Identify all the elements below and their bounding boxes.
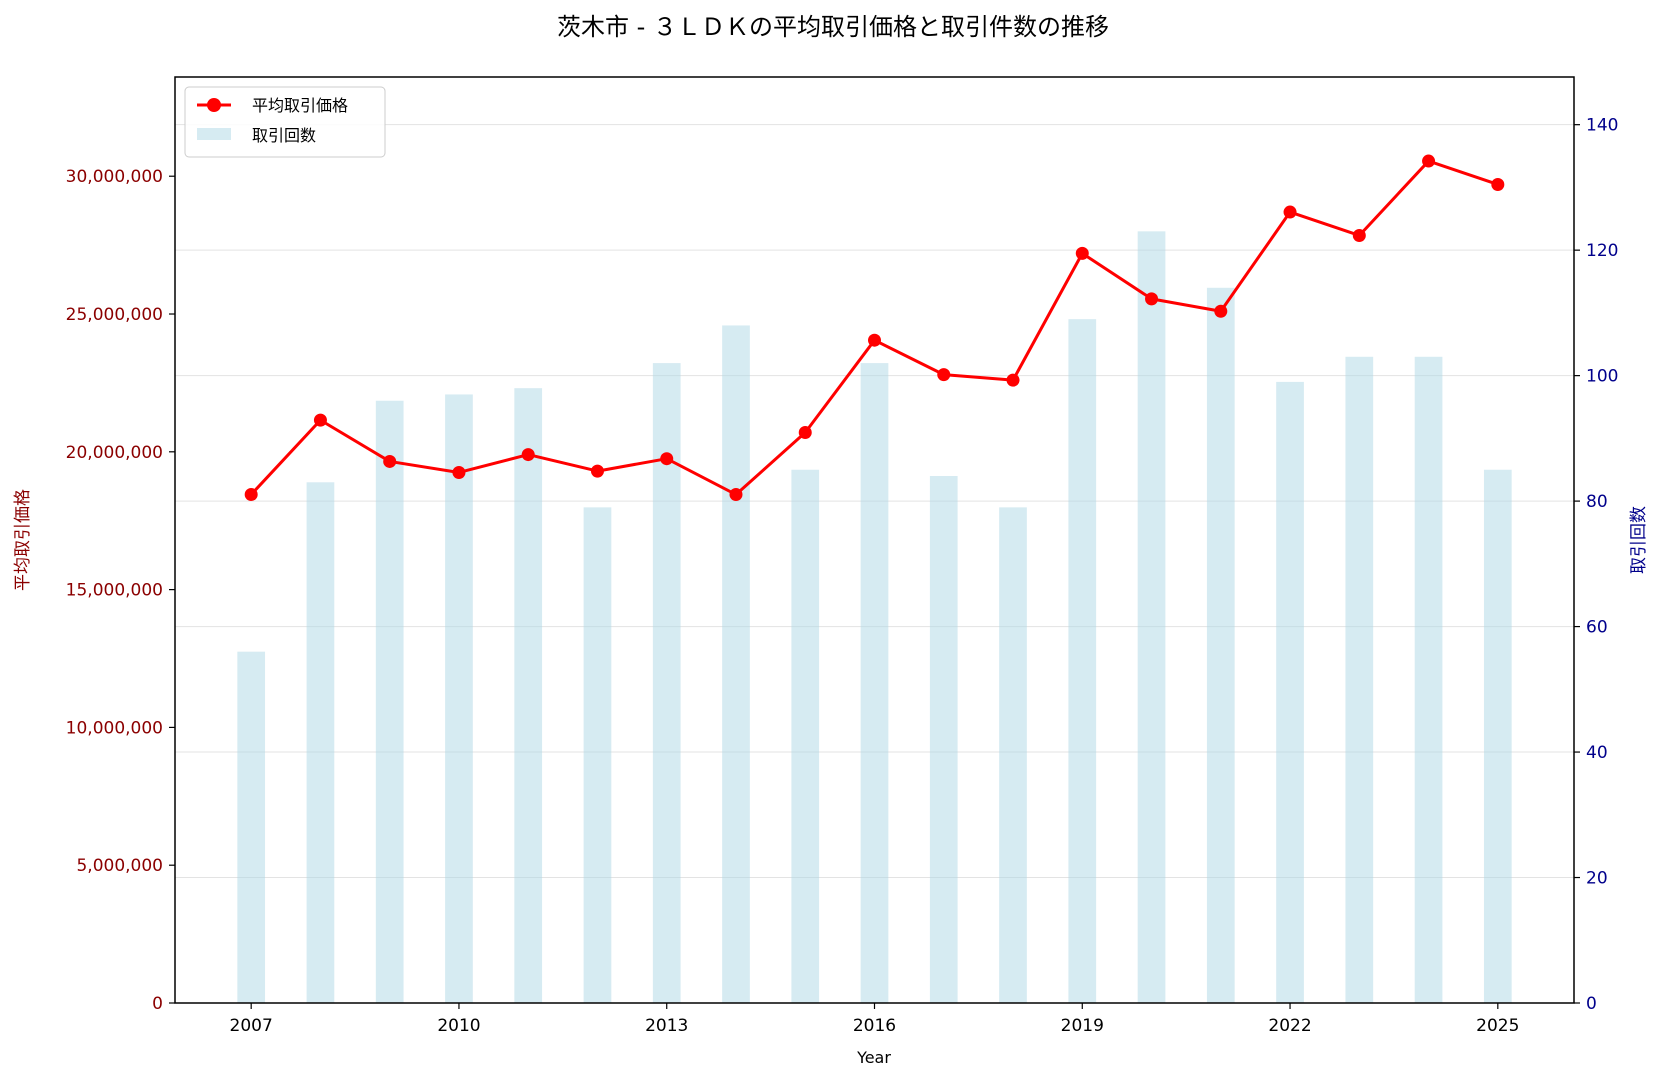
bar-2023 — [1345, 356, 1374, 1003]
price-point-2022 — [1283, 205, 1297, 219]
price-point-2007 — [244, 488, 258, 502]
price-point-2008 — [313, 413, 327, 427]
price-point-2009 — [383, 454, 397, 468]
left-y-tick-label: 15,000,000 — [66, 581, 163, 601]
bar-2022 — [1276, 381, 1304, 1003]
right-y-tick-label: 120 — [1586, 241, 1618, 261]
legend-bar-swatch — [197, 128, 231, 140]
price-point-2025 — [1491, 177, 1505, 191]
price-point-2012 — [590, 464, 604, 478]
right-y-tick-label: 140 — [1586, 116, 1618, 136]
bar-2015 — [791, 469, 820, 1004]
price-point-2017 — [937, 368, 951, 382]
right-y-tick-label: 0 — [1586, 994, 1597, 1014]
price-point-2023 — [1352, 228, 1366, 242]
chart-title: 茨木市 - ３ＬＤＫの平均取引価格と取引件数の推移 — [557, 13, 1109, 41]
price-point-2021 — [1214, 304, 1228, 318]
legend-box — [184, 86, 386, 158]
line-series-average-price — [244, 154, 1505, 502]
legend-label-transaction-count: 取引回数 — [252, 126, 316, 145]
price-point-2013 — [660, 452, 674, 466]
right-y-axis-label: 取引回数 — [1629, 506, 1649, 574]
bar-2017 — [929, 476, 958, 1003]
x-tick-label: 2019 — [1061, 1016, 1104, 1036]
price-point-2015 — [798, 426, 812, 440]
left-y-axis: 0 5,000,000 10,000,000 15,000,000 20,000,000… — [66, 167, 175, 1014]
x-tick-label: 2016 — [853, 1016, 896, 1036]
bar-2008 — [306, 482, 335, 1003]
bar-2024 — [1414, 356, 1443, 1003]
legend-label-average-price: 平均取引価格 — [252, 96, 348, 115]
right-y-tick-label: 80 — [1586, 492, 1608, 512]
left-y-tick-label: 25,000,000 — [66, 305, 163, 325]
right-y-tick-label: 40 — [1586, 743, 1608, 763]
left-y-tick-label: 0 — [152, 994, 163, 1014]
left-y-tick-label: 20,000,000 — [66, 443, 163, 463]
legend: 平均取引価格 取引回数 — [184, 86, 386, 158]
bar-2009 — [375, 400, 404, 1003]
price-point-2020 — [1145, 292, 1159, 306]
price-point-2024 — [1422, 154, 1436, 168]
price-point-2018 — [1006, 373, 1020, 387]
bar-2010 — [445, 394, 473, 1004]
bar-2019 — [1068, 319, 1097, 1004]
price-point-2011 — [521, 448, 535, 462]
bar-2021 — [1206, 287, 1235, 1003]
left-y-tick-label: 5,000,000 — [76, 856, 163, 876]
bar-2020 — [1137, 231, 1166, 1004]
price-point-2019 — [1075, 246, 1089, 260]
x-tick-label: 2022 — [1268, 1016, 1311, 1036]
price-point-2014 — [729, 488, 743, 502]
x-tick-label: 2007 — [230, 1016, 273, 1036]
bar-2012 — [583, 507, 612, 1003]
x-tick-label: 2010 — [437, 1016, 480, 1036]
bar-2014 — [722, 325, 750, 1003]
x-axis-label: Year — [856, 1048, 891, 1067]
right-y-tick-label: 20 — [1586, 869, 1608, 889]
bar-2018 — [999, 507, 1027, 1003]
price-point-2016 — [868, 333, 881, 347]
bar-2013 — [652, 363, 681, 1003]
left-y-tick-label: 10,000,000 — [66, 718, 163, 738]
x-tick-label: 2013 — [645, 1016, 688, 1036]
bar-series-transaction-count — [237, 231, 1512, 1004]
right-y-tick-label: 100 — [1586, 367, 1618, 387]
left-y-axis-label: 平均取引価格 — [13, 489, 33, 591]
bar-2025 — [1483, 469, 1512, 1004]
x-tick-label: 2025 — [1476, 1016, 1519, 1036]
bar-2011 — [514, 388, 543, 1003]
price-point-2010 — [452, 465, 466, 479]
bar-2016 — [860, 363, 889, 1003]
legend-marker-swatch — [207, 98, 221, 112]
right-y-tick-label: 60 — [1586, 618, 1608, 638]
left-y-tick-label: 30,000,000 — [66, 167, 163, 187]
bar-2007 — [237, 651, 266, 1003]
right-y-axis: 0 20 40 60 80 100 120 140 — [1574, 116, 1618, 1014]
x-axis: 2007 2010 2013 2016 2019 2022 2025 — [230, 1003, 1519, 1036]
